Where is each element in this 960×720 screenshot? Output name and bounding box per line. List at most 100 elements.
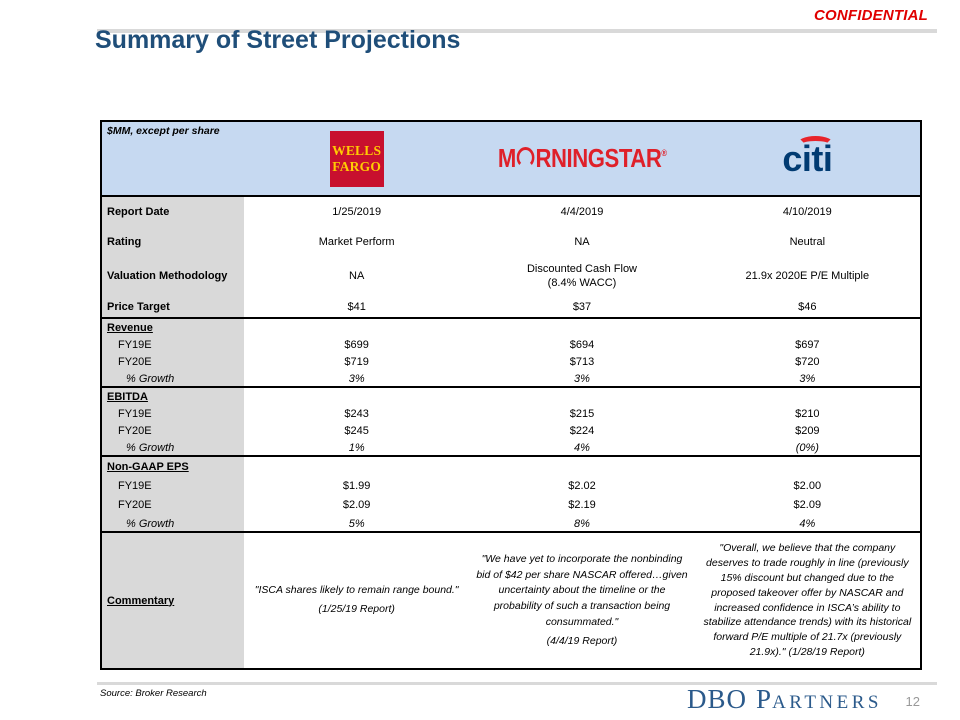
morningstar-logo: M RNINGSTAR® xyxy=(469,122,694,195)
registered-mark-icon: ® xyxy=(660,148,667,158)
dbo-partners-logo: DBO PARTNERS xyxy=(687,684,882,715)
eps-growth-wells-fargo: 5% xyxy=(348,517,365,530)
ebitda-growth-wells-fargo: 1% xyxy=(348,442,365,454)
ebitda-fy19e-citi: $210 xyxy=(795,407,820,420)
rating-wells-fargo: Market Perform xyxy=(318,236,395,248)
morningstar-logo-rest: RNINGSTAR xyxy=(534,143,661,173)
revenue-fy20e-citi: $720 xyxy=(795,355,820,368)
row-label-rating: Rating xyxy=(102,227,244,257)
eps-fy20e-morningstar: $2.19 xyxy=(568,498,596,511)
eps-fy20e-wells-fargo: $2.09 xyxy=(342,498,371,511)
spacer xyxy=(244,319,469,336)
rating-morningstar: NA xyxy=(574,236,590,248)
eps-fy19e-wells-fargo: $1.99 xyxy=(342,479,371,492)
wells-fargo-logo-box: WELLS FARGO xyxy=(329,130,384,187)
eps-growth-citi: 4% xyxy=(799,517,816,530)
wells-fargo-logo: WELLS FARGO xyxy=(244,122,469,195)
spacer xyxy=(695,388,920,405)
ebitda-fy20e-citi: $209 xyxy=(795,424,820,437)
valuation-citi: 21.9x 2020E P/E Multiple xyxy=(745,270,870,282)
report-date-wells-fargo: 1/25/2019 xyxy=(332,206,382,218)
header-divider xyxy=(97,29,937,33)
rating-citi: Neutral xyxy=(789,236,826,248)
row-label-valuation-methodology: Valuation Methodology xyxy=(102,257,244,295)
spacer xyxy=(469,457,694,476)
eps-fy20e-citi: $2.09 xyxy=(793,498,822,511)
commentary-report-date: (4/4/19 Report) xyxy=(546,634,618,647)
revenue-fy19e-morningstar: $694 xyxy=(569,338,595,351)
page-title: Summary of Street Projections xyxy=(95,26,461,54)
wells-fargo-logo-line1: WELLS xyxy=(332,143,382,159)
section-ebitda: EBITDA FY19E $243 $215 $210 FY20E $245 $… xyxy=(102,386,920,457)
revenue-fy20e-wells-fargo: $719 xyxy=(344,355,369,368)
morningstar-wordmark: M RNINGSTAR® xyxy=(497,143,666,174)
row-label-growth: % Growth xyxy=(102,439,244,457)
commentary-quote: "ISCA shares likely to remain range boun… xyxy=(254,584,459,597)
citi-logo: citi xyxy=(695,122,920,195)
confidential-label: CONFIDENTIAL xyxy=(813,7,928,24)
commentary-band: Commentary "ISCA shares likely to remain… xyxy=(102,531,920,668)
row-label-commentary: Commentary xyxy=(102,533,244,668)
dbo-logo-dbo: DBO xyxy=(687,684,748,714)
morningstar-ring-icon xyxy=(516,147,535,168)
section-revenue: Revenue FY19E $699 $694 $697 FY20E $719 … xyxy=(102,317,920,388)
commentary-report-date: (1/28/19 Report) xyxy=(788,646,865,659)
citi-wordmark: citi xyxy=(782,135,835,177)
row-label-fy20e: FY20E xyxy=(102,353,244,370)
revenue-growth-morningstar: 3% xyxy=(574,373,590,385)
projections-table: $MM, except per share WELLS FARGO M RNING… xyxy=(100,120,922,670)
row-label-fy19e: FY19E xyxy=(102,405,244,422)
ebitda-fy20e-morningstar: $224 xyxy=(569,424,595,437)
price-target-morningstar: $37 xyxy=(572,301,592,313)
ebitda-growth-citi: (0%) xyxy=(795,442,819,454)
row-label-fy19e: FY19E xyxy=(102,336,244,353)
row-label-growth: % Growth xyxy=(102,514,244,533)
eps-growth-morningstar: 8% xyxy=(574,517,590,530)
commentary-quote: "Overall, we believe that the company de… xyxy=(700,541,915,660)
morningstar-logo-m: M xyxy=(497,143,516,173)
spacer xyxy=(469,319,694,336)
citi-arc-icon xyxy=(797,135,835,152)
revenue-fy20e-morningstar: $713 xyxy=(569,355,595,368)
dbo-logo-artners: ARTNERS xyxy=(772,692,882,713)
section-title-ebitda: EBITDA xyxy=(102,388,244,405)
commentary-quote: "We have yet to incorporate the nonbindi… xyxy=(476,552,688,628)
ebitda-growth-morningstar: 4% xyxy=(574,442,590,454)
report-date-morningstar: 4/4/2019 xyxy=(560,206,604,218)
commentary-quote-text: "Overall, we believe that the company de… xyxy=(703,541,912,659)
page-number: 12 xyxy=(905,694,920,709)
row-label-fy20e: FY20E xyxy=(102,422,244,439)
section-non-gaap-eps: Non-GAAP EPS FY19E $1.99 $2.02 $2.00 FY2… xyxy=(102,455,920,533)
wells-fargo-logo-line2: FARGO xyxy=(332,158,382,174)
ebitda-fy20e-wells-fargo: $245 xyxy=(344,424,369,437)
row-label-report-date: Report Date xyxy=(102,197,244,227)
section-title-revenue: Revenue xyxy=(102,319,244,336)
footer-divider xyxy=(97,682,937,685)
spacer xyxy=(244,388,469,405)
table-header-band: $MM, except per share WELLS FARGO M RNING… xyxy=(102,122,920,195)
valuation-morningstar-line1: Discounted Cash Flow xyxy=(526,262,638,275)
revenue-fy19e-citi: $697 xyxy=(795,338,820,351)
ebitda-fy19e-wells-fargo: $243 xyxy=(344,407,369,420)
revenue-growth-wells-fargo: 3% xyxy=(348,373,365,385)
row-label-growth: % Growth xyxy=(102,370,244,388)
spacer xyxy=(695,457,920,476)
spacer xyxy=(695,319,920,336)
source-note: Source: Broker Research xyxy=(100,688,207,699)
units-label: $MM, except per share xyxy=(107,125,220,137)
spacer xyxy=(469,388,694,405)
commentary-morningstar: "We have yet to incorporate the nonbindi… xyxy=(469,533,694,668)
price-target-wells-fargo: $41 xyxy=(347,301,366,313)
dbo-logo-p: P xyxy=(756,684,773,714)
revenue-growth-citi: 3% xyxy=(799,373,816,385)
commentary-citi: "Overall, we believe that the company de… xyxy=(695,533,920,668)
valuation-morningstar-line2: (8.4% WACC) xyxy=(547,277,617,289)
report-date-citi: 4/10/2019 xyxy=(782,206,832,218)
section-title-non-gaap-eps: Non-GAAP EPS xyxy=(102,457,244,476)
commentary-report-date: (1/25/19 Report) xyxy=(318,603,395,615)
info-band: Report Date 1/25/2019 4/4/2019 4/10/2019… xyxy=(102,195,920,319)
row-label-fy19e: FY19E xyxy=(102,476,244,495)
valuation-wells-fargo: NA xyxy=(349,270,365,282)
revenue-fy19e-wells-fargo: $699 xyxy=(344,338,369,351)
